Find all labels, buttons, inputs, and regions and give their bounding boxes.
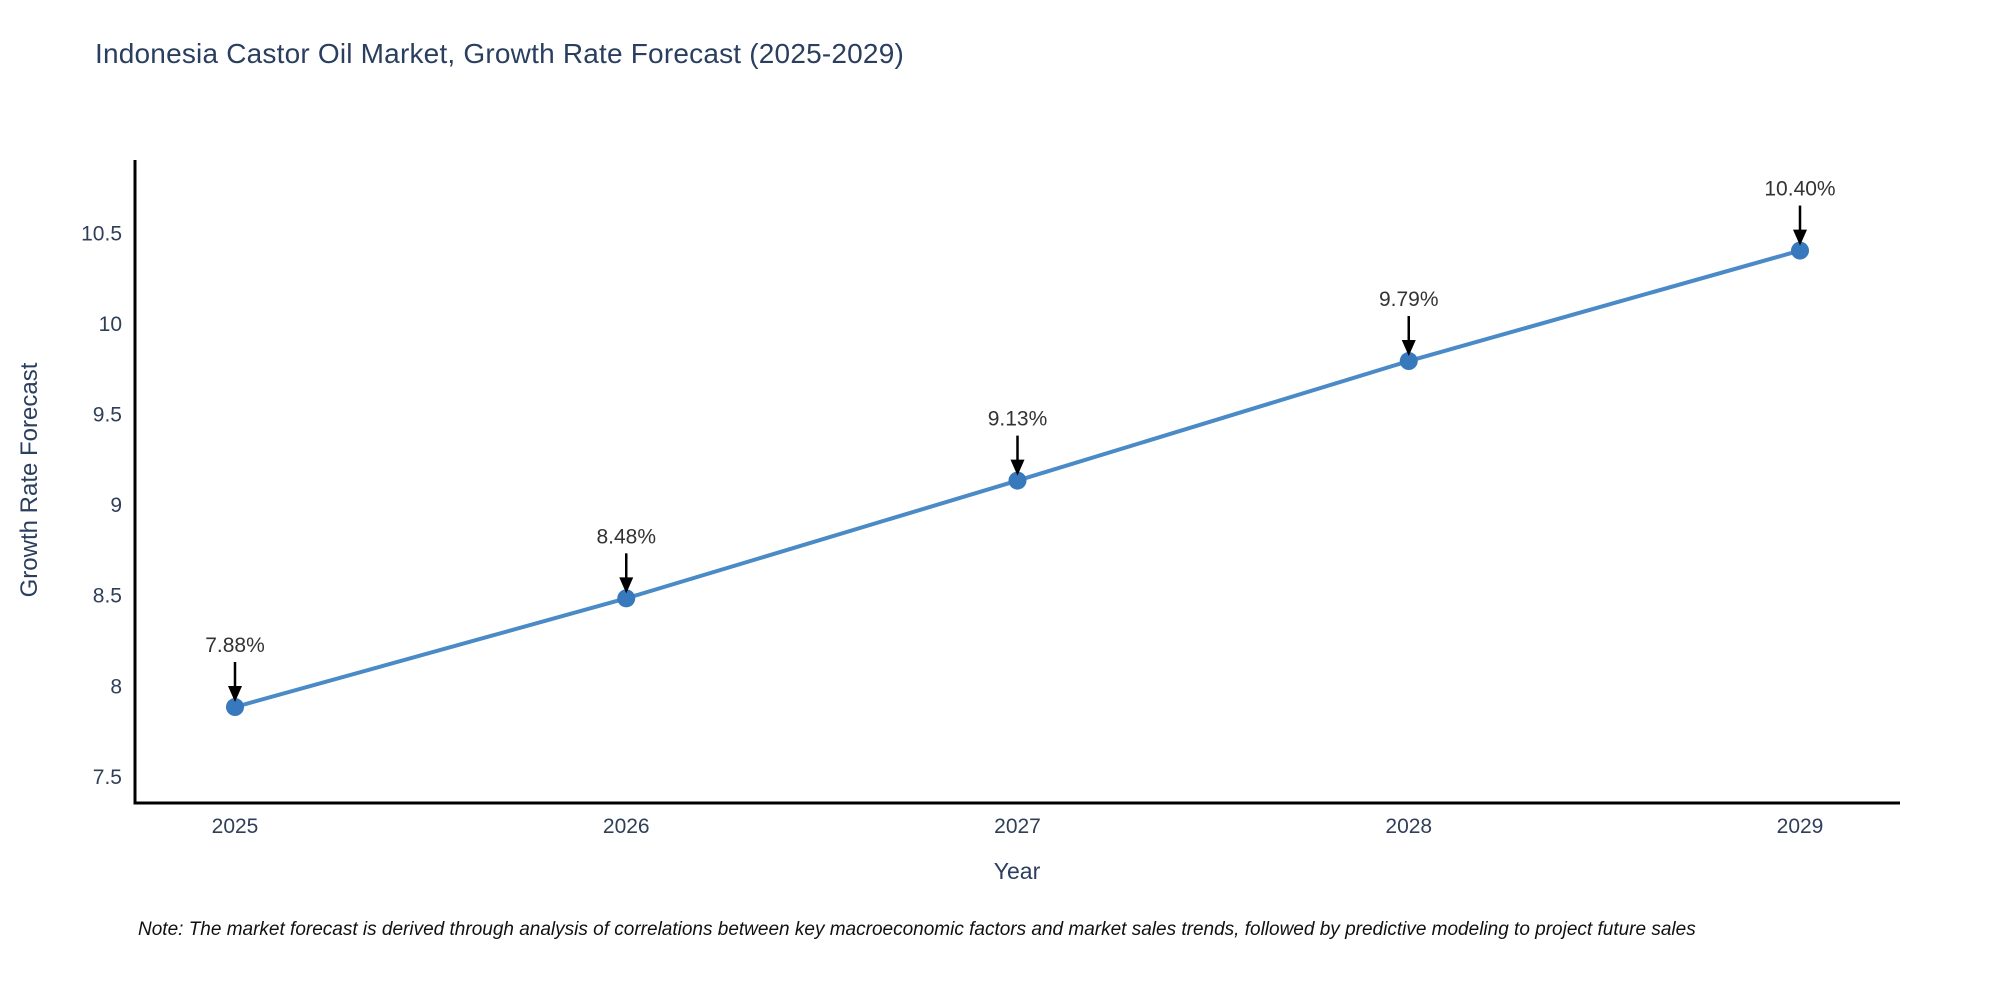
data-point[interactable] — [226, 698, 244, 717]
data-point-label: 10.40% — [1764, 178, 1835, 201]
footnote: Note: The market forecast is derived thr… — [138, 919, 1696, 940]
y-tick-label: 8 — [110, 675, 122, 698]
x-tick-label: 2027 — [994, 815, 1041, 838]
annotation-arrow-head — [619, 577, 634, 594]
data-point-label: 7.88% — [205, 634, 265, 657]
x-tick-label: 2026 — [603, 815, 650, 838]
annotation-arrow-head — [1010, 459, 1025, 476]
chart-title: Indonesia Castor Oil Market, Growth Rate… — [95, 38, 904, 69]
x-tick-label: 2028 — [1385, 815, 1432, 838]
y-tick-label: 8.5 — [93, 585, 122, 608]
y-tick-label: 10 — [99, 313, 122, 336]
y-tick-label: 7.5 — [93, 766, 122, 789]
x-tick-label: 2025 — [212, 815, 259, 838]
x-tick-label: 2029 — [1777, 815, 1824, 838]
y-tick-label: 10.5 — [81, 222, 122, 245]
data-point[interactable] — [1008, 471, 1027, 490]
data-point-label: 8.48% — [596, 525, 656, 548]
data-point-label: 9.79% — [1379, 288, 1439, 311]
y-tick-label: 9 — [110, 494, 122, 517]
x-axis-title: Year — [993, 858, 1041, 884]
data-point-label: 9.13% — [988, 408, 1048, 431]
data-point[interactable] — [617, 589, 636, 608]
y-tick-label: 9.5 — [93, 404, 122, 427]
data-point[interactable] — [1399, 352, 1418, 371]
annotation-arrow-head — [1401, 340, 1416, 357]
annotation-arrow-head — [1793, 229, 1807, 246]
data-point[interactable] — [1791, 241, 1809, 260]
annotation-arrow-head — [228, 686, 242, 703]
